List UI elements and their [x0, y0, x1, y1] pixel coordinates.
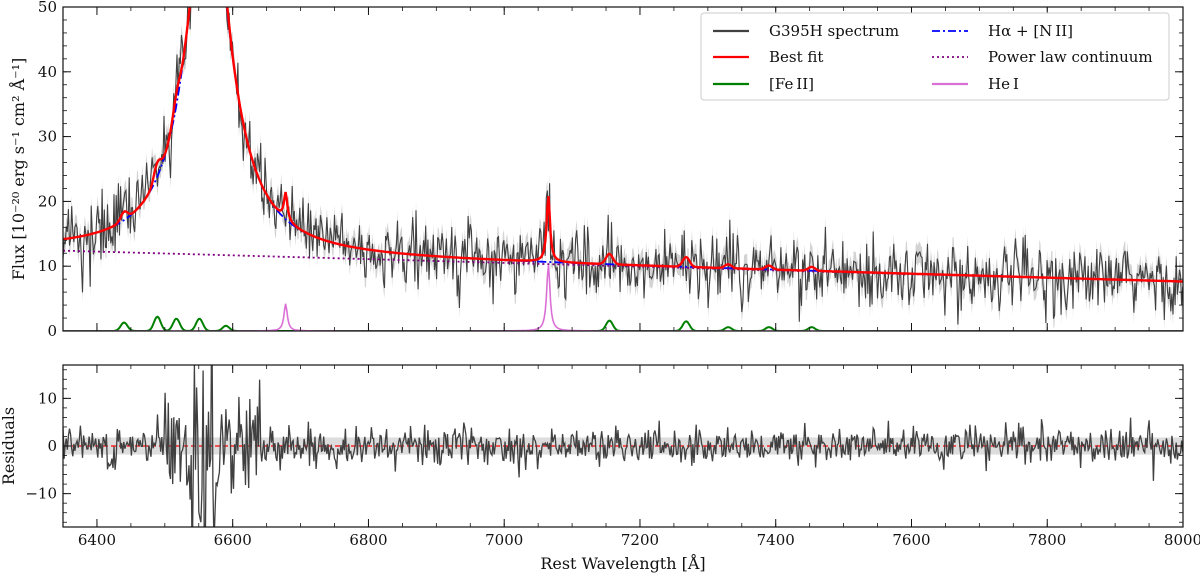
- x-tick-label: 7400: [757, 531, 795, 549]
- flux-panel-frame: [62, 6, 1184, 332]
- legend-box: [700, 12, 1170, 101]
- residuals-panel-frame: [62, 364, 1184, 528]
- x-tick-label: 8000: [1164, 531, 1200, 549]
- flux-y-tick-label: 50: [38, 0, 57, 16]
- residuals-y-axis-title: Residuals: [0, 407, 18, 485]
- flux-y-tick-label: 30: [38, 128, 57, 146]
- legend-label: Best fit: [769, 48, 823, 66]
- x-axis-title: Rest Wavelength [Å]: [540, 553, 705, 573]
- x-tick-label: 6600: [214, 531, 252, 549]
- flux-y-tick-label: 40: [38, 63, 57, 81]
- legend: G395H spectrum Hα + [N II] Best fit Power l…: [700, 12, 1170, 101]
- x-tick-label: 6400: [78, 531, 116, 549]
- x-tick-label: 6800: [349, 531, 387, 549]
- residuals-y-tick-label: −10: [25, 485, 57, 503]
- series-g395h-spectrum: [63, 7, 1183, 325]
- residuals-series-group: [63, 365, 1183, 527]
- series-best-fit: [63, 7, 1183, 283]
- legend-label: Hα + [N II]: [988, 22, 1073, 40]
- series-residuals: [63, 365, 1183, 527]
- series-power-law-continuum: [63, 249, 1183, 283]
- residuals-y-tick-label: 10: [38, 389, 57, 407]
- flux-y-axis-title: Flux [10⁻²⁰ erg s⁻¹ cm² Å⁻¹]: [8, 58, 28, 280]
- x-tick-label: 7600: [892, 531, 930, 549]
- flux-y-tick-label: 10: [38, 257, 57, 275]
- flux-ticks: 0 10 20 30 40 50: [38, 0, 1184, 340]
- x-tick-label: 7200: [621, 531, 659, 549]
- x-tick-label: 7000: [485, 531, 523, 549]
- x-tick-label: 7800: [1028, 531, 1066, 549]
- flux-y-tick-label: 20: [38, 192, 57, 210]
- residuals-ticks: 6400 6600 6800 7000 7200 7400 7600 7800 8000 −10 0…: [25, 365, 1200, 549]
- legend-label: G395H spectrum: [769, 22, 899, 40]
- residuals-panel: 6400 6600 6800 7000 7200 7400 7600 7800 8000 −10 0…: [0, 364, 1200, 573]
- legend-label: He I: [988, 75, 1019, 93]
- residuals-y-tick-label: 0: [47, 437, 57, 455]
- flux-y-tick-label: 0: [47, 322, 57, 340]
- legend-label: [Fe II]: [769, 75, 814, 93]
- legend-items: G395H spectrum Hα + [N II] Best fit Power l…: [713, 22, 1153, 93]
- legend-label: Power law continuum: [988, 48, 1153, 66]
